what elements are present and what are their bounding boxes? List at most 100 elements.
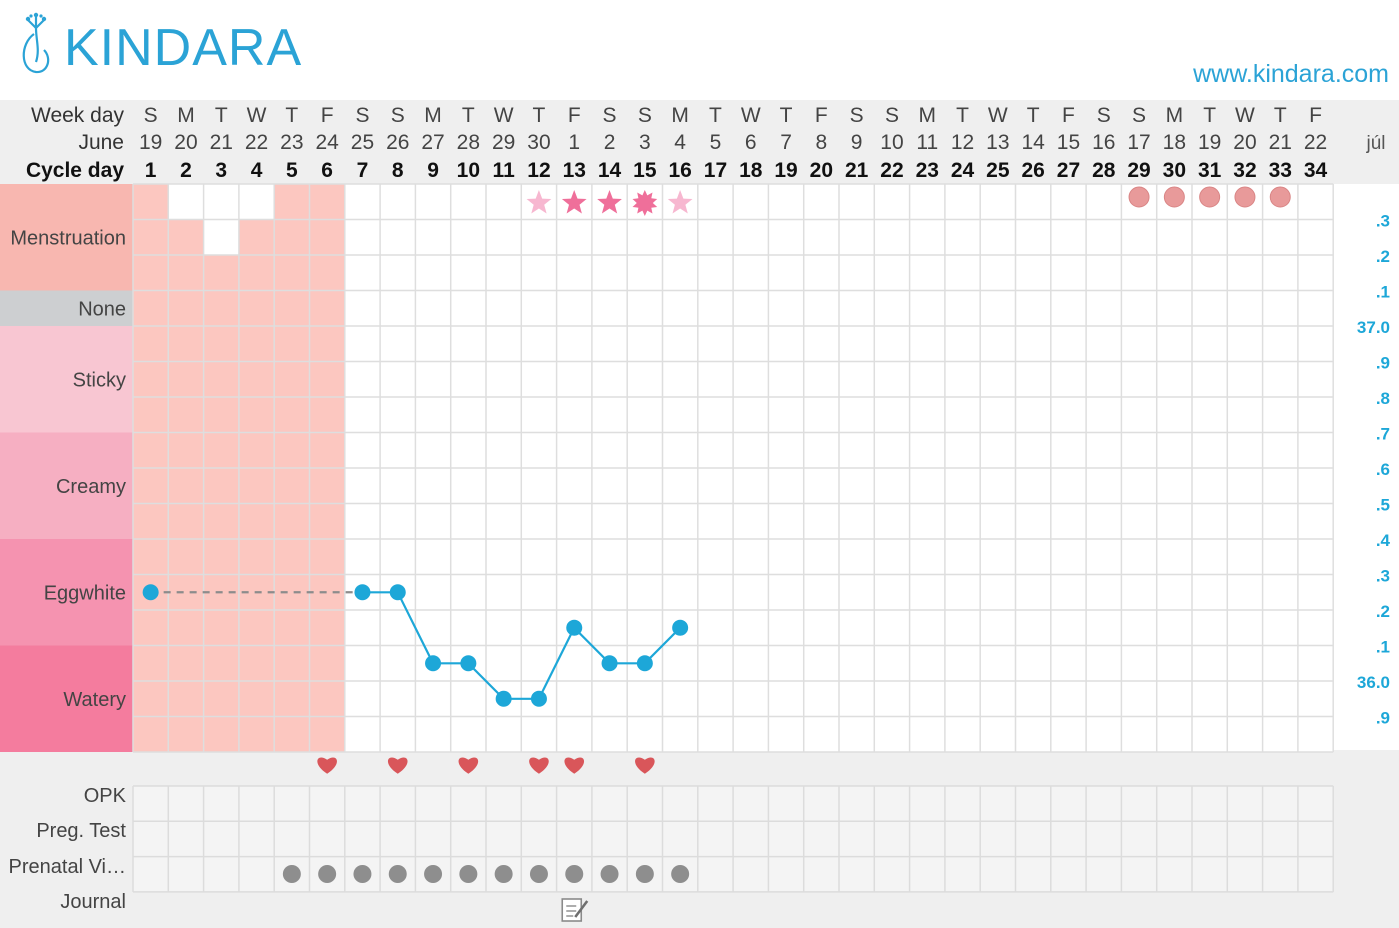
week-day-tick: S	[850, 104, 864, 127]
prenatal-vitamin-dot	[388, 865, 407, 883]
y-axis-tick: .8	[1376, 389, 1390, 408]
prenatal-vitamin-dot	[565, 865, 584, 883]
week-day-tick: F	[815, 104, 828, 127]
week-day-tick: T	[533, 104, 546, 127]
week-day-tick: W	[247, 104, 267, 127]
cycle-day-tick: 2	[180, 159, 192, 182]
week-day-tick: T	[780, 104, 793, 127]
cycle-day-tick: 29	[1127, 159, 1150, 182]
cycle-day-tick: 11	[493, 159, 516, 182]
menstruation-column	[274, 290, 310, 752]
y-axis-tick: .3	[1376, 212, 1390, 231]
row-band	[0, 645, 133, 752]
cycle-day-tick: 22	[880, 159, 903, 182]
week-day-tick: S	[1132, 104, 1146, 127]
week-day-tick: W	[1235, 104, 1255, 127]
week-day-tick: T	[285, 104, 298, 127]
menstruation-cell	[274, 184, 310, 291]
temperature-point	[566, 619, 583, 636]
week-day-tick: F	[568, 104, 581, 127]
cycle-day-tick: 10	[457, 159, 480, 182]
row-label: Watery	[63, 689, 126, 711]
date-tick: 28	[457, 131, 480, 154]
cycle-day-tick: 31	[1198, 159, 1222, 182]
spotting-circle	[1199, 186, 1221, 208]
y-axis-tick: .9	[1376, 709, 1390, 728]
cycle-day-tick: 34	[1304, 159, 1328, 182]
week-day-tick: S	[1097, 104, 1111, 127]
temperature-line	[362, 591, 681, 700]
spotting-circle	[1128, 186, 1150, 208]
brand-url[interactable]: www.kindara.com	[1193, 60, 1389, 88]
prenatal-vitamin-dot	[318, 865, 337, 883]
date-tick: 3	[639, 131, 651, 154]
prenatal-vitamin-dot	[600, 865, 619, 883]
prenatal-vitamin-dot	[671, 865, 690, 883]
date-tick: 13	[986, 131, 1009, 154]
date-tick: 6	[745, 131, 757, 154]
week-day-tick: S	[144, 104, 158, 127]
row-band	[0, 539, 133, 646]
temperature-point	[495, 690, 512, 707]
date-tick: 4	[674, 131, 686, 154]
cycle-day-tick: 26	[1021, 159, 1044, 182]
date-tick: 20	[174, 131, 197, 154]
intercourse-heart-icon	[458, 757, 479, 774]
bottom-row-label: Journal	[60, 891, 126, 913]
bottom-row-label: Preg. Test	[36, 820, 126, 842]
prenatal-vitamin-dot	[494, 865, 513, 883]
cycle-day-tick: 18	[739, 159, 763, 182]
date-tick: 17	[1127, 131, 1150, 154]
menstruation-cell	[203, 255, 239, 291]
cycle-day-label: Cycle day	[26, 159, 124, 182]
week-day-tick: S	[638, 104, 652, 127]
date-tick: 14	[1021, 131, 1045, 154]
week-day-tick: M	[919, 104, 937, 127]
cycle-day-tick: 8	[392, 159, 404, 182]
month-label: June	[78, 131, 124, 154]
cycle-day-tick: 15	[633, 159, 657, 182]
cycle-day-tick: 14	[598, 159, 622, 182]
intercourse-heart-icon	[387, 757, 408, 774]
row-label: Creamy	[56, 476, 126, 498]
temperature-point	[142, 584, 159, 601]
date-tick: 19	[1198, 131, 1221, 154]
cycle-day-tick: 20	[810, 159, 833, 182]
row-band	[0, 184, 133, 291]
date-tick: 26	[386, 131, 409, 154]
spotting-star	[561, 190, 587, 214]
menstruation-column	[168, 290, 204, 752]
date-tick: 22	[1304, 131, 1327, 154]
date-tick: 15	[1057, 131, 1080, 154]
date-tick: 1	[568, 131, 580, 154]
menstruation-column	[238, 290, 275, 752]
cycle-day-tick: 13	[563, 159, 586, 182]
week-day-tick: S	[391, 104, 405, 127]
prenatal-vitamin-dot	[635, 865, 654, 883]
date-tick: 20	[1233, 131, 1256, 154]
date-tick: 10	[880, 131, 903, 154]
week-day-tick: W	[988, 104, 1008, 127]
y-axis-tick: 37.0	[1357, 318, 1390, 337]
week-day-tick: F	[321, 104, 334, 127]
date-tick: 30	[527, 131, 550, 154]
week-day-tick: T	[462, 104, 475, 127]
bottom-row-label: Prenatal Vi…	[9, 856, 126, 878]
week-day-label: Week day	[31, 104, 124, 127]
week-day-tick: W	[741, 104, 761, 127]
prenatal-vitamin-dot	[353, 865, 372, 883]
cycle-day-tick: 9	[427, 159, 439, 182]
week-day-tick: S	[355, 104, 369, 127]
date-tick: 21	[1269, 131, 1292, 154]
y-axis-tick: .9	[1376, 354, 1390, 373]
intercourse-heart-icon	[529, 757, 549, 774]
spotting-star	[597, 190, 622, 214]
journal-note-icon	[561, 898, 589, 922]
temperature-point	[354, 584, 371, 601]
row-label: Sticky	[73, 369, 126, 391]
week-day-tick: T	[1027, 104, 1040, 127]
cycle-day-tick: 1	[145, 159, 157, 182]
date-tick: 23	[280, 131, 303, 154]
cycle-day-tick: 16	[668, 159, 691, 182]
